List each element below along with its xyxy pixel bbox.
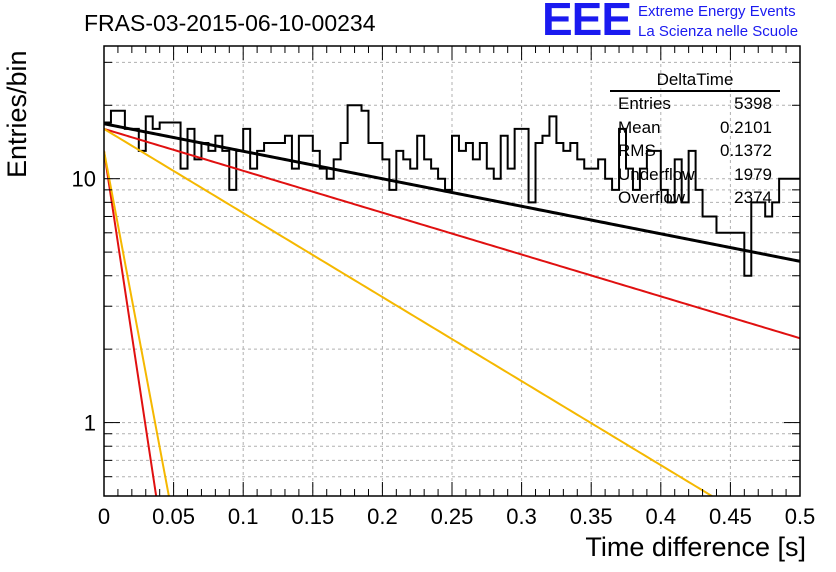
stats-row-rms: RMS 0.1372 [610,139,780,163]
x-tick-label: 0.35 [570,504,613,529]
x-tick-label: 0.15 [291,504,334,529]
stats-label: RMS [618,141,656,160]
x-tick-label: 0.25 [431,504,474,529]
y-axis-label: Entries/bin [2,50,32,178]
stats-label: Underflow [618,164,695,184]
chart-title: FRAS-03-2015-06-10-00234 [84,10,376,36]
stats-value: 2374 [734,188,772,207]
stats-row-entries: Entries 5398 [610,92,780,116]
x-tick-label: 0 [98,504,110,529]
fit-curve-total [104,122,800,263]
y-tick-label: 1 [84,411,96,436]
x-tick-label: 0.1 [228,504,259,529]
stats-row-overflow: Overflow 2374 [610,186,780,210]
stats-value: 5398 [734,94,772,113]
stats-box: DeltaTime Entries 5398 Mean 0.2101 RMS 0… [610,70,780,210]
x-tick-label: 0.4 [646,504,677,529]
stats-row-underflow: Underflow 1979 [610,163,780,187]
stats-label: Entries [618,94,671,113]
eee-logo: EEE Extreme Energy Events La Scienza nel… [542,0,832,46]
stats-label: Mean [618,117,661,137]
stats-value: 0.2101 [720,117,772,137]
stats-value: 1979 [734,164,772,184]
histogram-series [104,104,800,277]
x-tick-label: 0.05 [152,504,195,529]
logo-mark: EEE [542,0,632,45]
fit-curve-slow [104,127,800,340]
stats-label: Overflow [618,188,686,207]
logo-line-1: Extreme Energy Events [638,3,796,20]
x-tick-label: 0.2 [367,504,398,529]
x-axis-label: Time difference [s] [585,532,806,562]
fit-curve-slow [104,128,714,496]
x-tick-label: 0.3 [506,504,537,529]
x-tick-label: 0.45 [709,504,752,529]
stats-value: 0.1372 [720,141,772,160]
x-tick-label: 0.5 [785,504,816,529]
y-tick-label: 10 [72,167,96,192]
stats-title: DeltaTime [610,70,780,92]
logo-line-2: La Scienza nelle Scuole [638,23,799,40]
stats-row-mean: Mean 0.2101 [610,116,780,140]
